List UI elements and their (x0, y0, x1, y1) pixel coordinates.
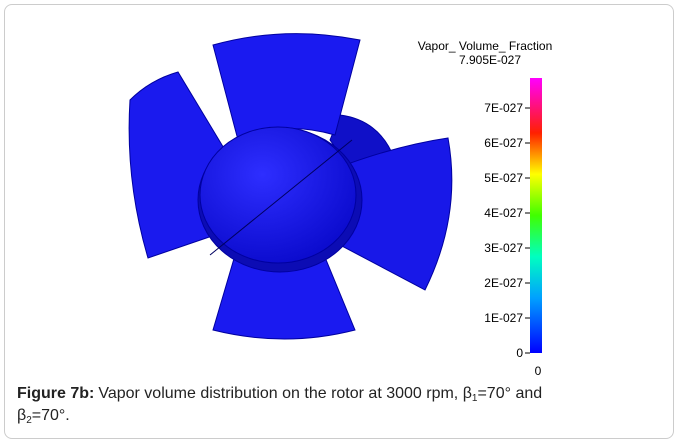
figure: Vapor_ Volume_ Fraction 7.905E-027 0 0 1E… (0, 0, 680, 445)
colorbar-tick-label: 5E-027 (484, 171, 523, 185)
rotor-image (129, 34, 452, 339)
colorbar-tick-label: 1E-027 (484, 311, 523, 325)
colorbar-title: Vapor_ Volume_ Fraction (418, 39, 553, 53)
page: {"colorbar":{"title":"Vapor_ Volume_ Fra… (0, 0, 680, 445)
caption-text: =70° and (477, 385, 542, 402)
colorbar-min-label: 0 (535, 364, 542, 378)
caption-text: =70°. (32, 407, 70, 424)
colorbar-tick-label: 0 (516, 346, 523, 360)
caption: Figure 7b:Vapor volume distribution on t… (17, 383, 667, 427)
colorbar (530, 78, 542, 353)
colorbar-ticks: 0 1E-027 2E-027 3E-027 4E-027 5E-027 6E-027 7E-… (484, 101, 530, 360)
colorbar-tick-label: 7E-027 (484, 101, 523, 115)
caption-text: β (17, 407, 26, 424)
colorbar-max-label: 7.905E-027 (459, 53, 521, 67)
colorbar-tick-label: 6E-027 (484, 136, 523, 150)
caption-text: Vapor volume distribution on the rotor a… (98, 385, 472, 402)
colorbar-tick-label: 3E-027 (484, 241, 523, 255)
colorbar-tick-label: 4E-027 (484, 206, 523, 220)
caption-label: Figure 7b: (17, 385, 94, 402)
colorbar-tick-label: 2E-027 (484, 276, 523, 290)
